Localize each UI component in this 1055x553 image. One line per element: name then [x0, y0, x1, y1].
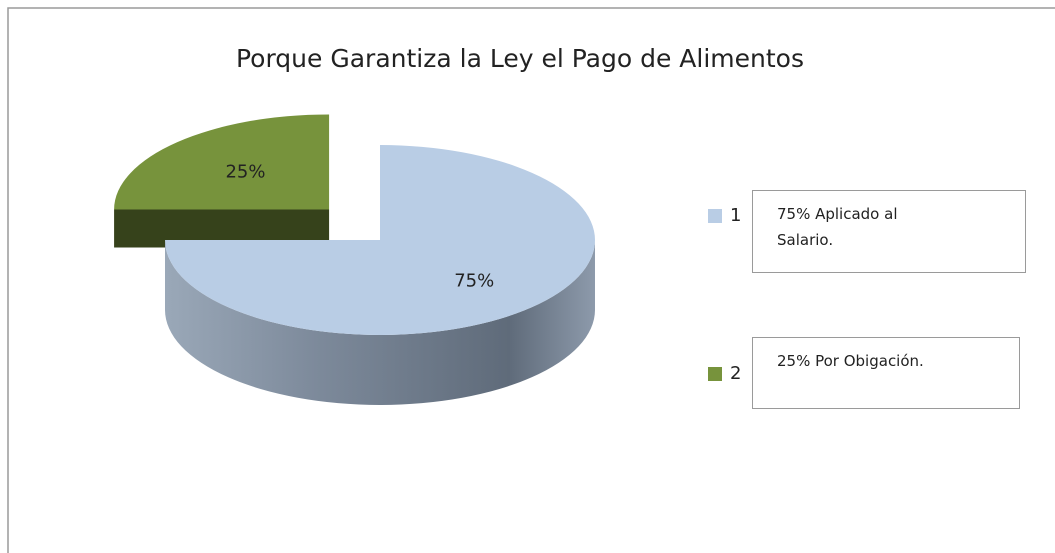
annotation-text: 25% Por Obigación.: [777, 352, 924, 370]
data-label: 25%: [225, 162, 265, 183]
legend-swatch: [708, 209, 722, 223]
pie-slice: [165, 145, 595, 335]
legend-swatch: [708, 367, 722, 381]
legend-label: 1: [730, 205, 741, 226]
annotation-text: 75% Aplicado al Salario.: [777, 205, 898, 249]
chart-title: Porque Garantiza la Ley el Pago de Alime…: [236, 44, 804, 73]
data-label: 75%: [454, 271, 494, 292]
pie-slice: [114, 114, 330, 210]
annotation-box: 25% Por Obigación.: [752, 337, 1020, 409]
chart-border: [7, 7, 1055, 553]
slice-side: [165, 240, 595, 405]
annotation-box: 75% Aplicado al Salario.: [752, 190, 1026, 273]
slice-wall: [114, 209, 330, 248]
legend-label: 2: [730, 363, 741, 384]
